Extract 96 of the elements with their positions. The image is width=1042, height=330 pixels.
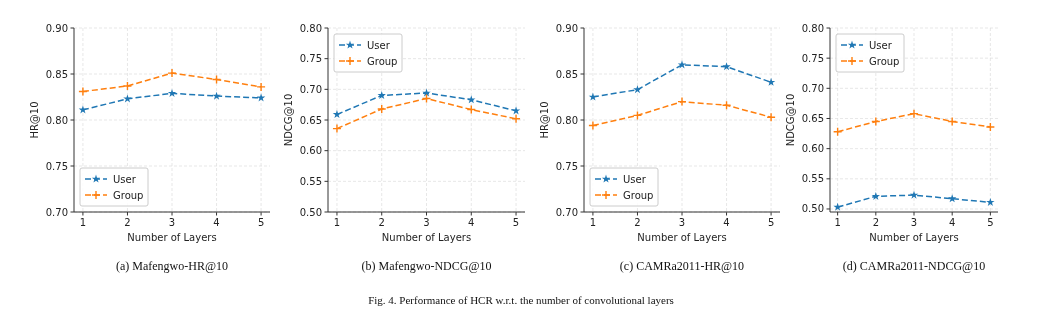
point xyxy=(167,88,177,97)
point xyxy=(986,197,995,206)
x-tick-label: 1 xyxy=(834,217,841,228)
point xyxy=(909,108,919,119)
y-tick-label: 0.50 xyxy=(299,206,322,218)
point xyxy=(588,92,598,101)
y-tick-label: 0.80 xyxy=(801,22,824,34)
y-tick-label: 0.70 xyxy=(299,83,322,95)
point xyxy=(78,105,88,114)
y-tick-label: 0.55 xyxy=(801,173,824,185)
y-tick-label: 0.65 xyxy=(299,114,322,126)
legend-label: Group xyxy=(623,189,654,201)
point xyxy=(909,190,919,199)
point xyxy=(78,86,88,97)
y-axis-title: HR@10 xyxy=(539,101,550,139)
x-tick-label: 4 xyxy=(468,217,475,228)
point xyxy=(871,116,881,127)
point xyxy=(766,112,776,122)
x-tick-label: 4 xyxy=(948,217,956,228)
text: (a) Mafengwo-HR@10 xyxy=(115,259,229,273)
x-tick-label: 5 xyxy=(987,217,994,228)
y-tick-label: 0.75 xyxy=(299,53,322,65)
point xyxy=(871,191,881,200)
legend-label: User xyxy=(623,173,647,185)
x-tick-label: 3 xyxy=(168,217,176,228)
y-tick-label: 0.75 xyxy=(45,160,68,172)
y-axis-title: HR@10 xyxy=(29,101,40,139)
x-tick-label: 2 xyxy=(124,217,131,228)
x-tick-label: 2 xyxy=(634,217,641,228)
y-tick-label: 0.85 xyxy=(45,68,68,80)
text: (d) CAMRa2011-NDCG@10 xyxy=(842,259,986,273)
y-tick-label: 0.75 xyxy=(801,52,824,64)
y-tick-label: 0.60 xyxy=(801,143,824,155)
y-tick-label: 0.80 xyxy=(555,114,578,126)
point xyxy=(123,94,132,103)
x-tick-label: 5 xyxy=(767,217,775,228)
point xyxy=(377,104,387,114)
y-axis-title: NDCG@10 xyxy=(283,93,294,147)
y-tick-label: 0.70 xyxy=(45,206,68,218)
y-tick-label: 0.85 xyxy=(555,68,578,80)
legend-label: Group xyxy=(869,55,900,67)
point xyxy=(511,106,521,115)
point xyxy=(766,77,776,86)
x-axis-title: Number of Layers xyxy=(381,232,472,243)
y-tick-label: 0.65 xyxy=(801,112,824,124)
text: (c) CAMRa2011-HR@10 xyxy=(619,259,745,273)
x-axis-title: Number of Layers xyxy=(637,232,727,243)
point xyxy=(332,123,342,134)
point xyxy=(722,62,731,71)
legend-label: User xyxy=(113,173,137,185)
y-tick-label: 0.80 xyxy=(45,114,68,126)
x-tick-label: 4 xyxy=(723,217,730,228)
legend-label: User xyxy=(869,39,893,51)
point xyxy=(947,116,957,127)
x-tick-label: 1 xyxy=(79,217,87,228)
legend-label: Group xyxy=(113,189,144,201)
x-tick-label: 1 xyxy=(589,217,597,228)
y-tick-label: 0.60 xyxy=(299,145,322,157)
point xyxy=(833,202,842,211)
point xyxy=(588,120,598,131)
point xyxy=(633,85,642,94)
point xyxy=(122,81,133,91)
point xyxy=(467,95,476,104)
y-tick-label: 0.75 xyxy=(555,160,578,172)
point xyxy=(256,93,266,102)
x-tick-label: 3 xyxy=(678,217,686,228)
y-tick-label: 0.70 xyxy=(555,206,578,218)
y-tick-label: 0.50 xyxy=(801,203,824,215)
legend-label: User xyxy=(367,39,391,51)
x-tick-label: 2 xyxy=(872,217,880,228)
x-tick-label: 5 xyxy=(512,217,520,228)
point xyxy=(947,194,957,203)
text: (b) Mafengwo-NDCG@10 xyxy=(361,259,492,273)
x-tick-label: 3 xyxy=(910,217,918,228)
y-tick-label: 0.90 xyxy=(45,22,68,34)
caption: Fig. 4. Performance of HCR w.r.t. the number of convolutional layers xyxy=(368,294,674,306)
point xyxy=(985,122,996,132)
y-tick-label: 0.55 xyxy=(299,175,322,187)
y-tick-label: 0.70 xyxy=(801,82,824,94)
x-tick-label: 2 xyxy=(378,217,385,228)
x-tick-label: 5 xyxy=(257,217,265,228)
point xyxy=(377,91,386,100)
y-axis-title: NDCG@10 xyxy=(785,93,796,147)
x-axis-title: Number of Layers xyxy=(869,232,959,243)
point xyxy=(677,96,687,107)
x-tick-label: 1 xyxy=(333,217,341,228)
x-tick-label: 3 xyxy=(423,217,430,228)
point xyxy=(511,114,521,124)
point xyxy=(332,110,342,119)
y-tick-label: 0.90 xyxy=(555,22,578,34)
x-axis-title: Number of Layers xyxy=(127,232,217,243)
point xyxy=(256,82,266,92)
y-tick-label: 0.80 xyxy=(299,22,322,34)
point xyxy=(677,60,687,69)
legend-label: Group xyxy=(367,55,398,67)
x-tick-label: 4 xyxy=(213,217,220,228)
